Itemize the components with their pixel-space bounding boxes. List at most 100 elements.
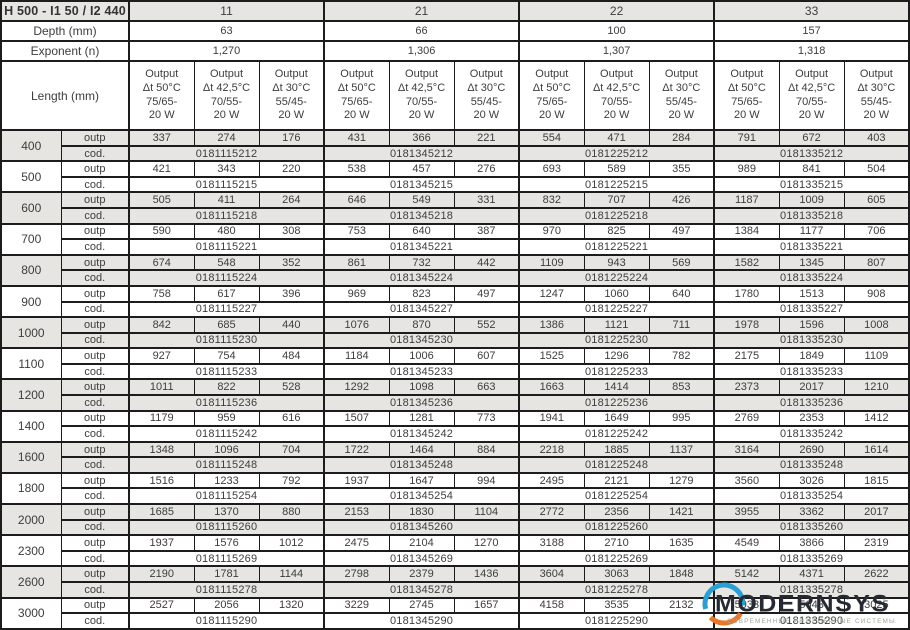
code-row: cod. 0181115248 0181345248 0181225248 018133…	[1, 456, 910, 474]
output-row: 2300 outp 1937 1576 1012 2475 2104 1270 3188 2710…	[0, 534, 910, 568]
code-value: 0181115236	[127, 394, 325, 412]
length-cell: 2600	[0, 565, 62, 599]
output-value: 1576	[193, 534, 260, 552]
output-value: 5043	[778, 596, 845, 615]
length-cell: 400	[0, 129, 62, 163]
output-value: 861	[323, 253, 390, 272]
output-value: 1009	[778, 191, 845, 210]
code-value: 0181345248	[323, 456, 520, 474]
output-value: 403	[843, 129, 910, 147]
output-value: 927	[128, 347, 195, 365]
output-value: 880	[258, 503, 325, 521]
output-value: 663	[453, 378, 520, 396]
output-value: 274	[193, 129, 260, 147]
output-row: 600 outp 505 411 264 646 549 331 832 707 426 1187 10…	[0, 191, 910, 225]
length-cell: 1800	[0, 471, 62, 506]
output-value: 549	[388, 191, 455, 210]
code-value: 0181335248	[713, 456, 910, 474]
code-value: 0181115260	[127, 518, 325, 537]
type-22-header: 22	[518, 0, 715, 23]
output-value: 1076	[323, 316, 390, 334]
code-row: cod. 0181115290 0181345290 0181225290 018133…	[1, 612, 910, 630]
depth-label: Depth (mm)	[0, 20, 130, 43]
model-title: H 500 - I1 50 / I2 440	[0, 0, 130, 23]
output-value: 1109	[518, 253, 585, 272]
output-column-header: Output Δt 50°C 75/65- 20 W	[518, 60, 585, 132]
output-value: 825	[583, 222, 650, 241]
code-value: 0181335212	[713, 144, 910, 163]
output-value: 497	[648, 222, 715, 241]
code-value: 0181335236	[713, 394, 910, 412]
row-label-outp: outp	[60, 409, 130, 428]
output-value: 646	[323, 191, 390, 210]
output-value: 1281	[388, 409, 455, 428]
depth-value: 157	[713, 20, 910, 43]
row-label-outp: outp	[60, 253, 130, 272]
output-row: 800 outp 674 548 352 861 732 442 1109 943 569 1582 1…	[0, 253, 910, 287]
row-label-cod: cod.	[60, 269, 130, 287]
code-row: cod. 0181115269 0181345269 0181225269 018133…	[1, 549, 910, 568]
exponent-label: Exponent (n)	[0, 40, 130, 63]
output-value: 2218	[518, 440, 585, 459]
row-label-outp: outp	[60, 440, 130, 459]
type-11-header: 11	[127, 0, 325, 23]
output-value: 421	[128, 160, 195, 178]
depth-row: Depth (mm) 63 66 100 157	[0, 20, 910, 43]
length-cell: 1400	[0, 409, 62, 443]
output-value: 1849	[778, 347, 845, 365]
code-value: 0181115290	[127, 612, 325, 630]
output-column-header: Output Δt 42,5°C 70/55- 20 W	[193, 60, 260, 132]
output-value: 1012	[258, 534, 325, 552]
output-value: 607	[453, 347, 520, 365]
row-label-cod: cod.	[60, 207, 130, 225]
code-value: 0181345218	[323, 207, 520, 225]
output-value: 1781	[193, 565, 260, 583]
code-value: 0181115233	[127, 362, 325, 381]
code-row: cod. 0181115233 0181345233 0181225233 018133…	[1, 362, 910, 381]
output-value: 706	[843, 222, 910, 241]
output-value: 1414	[583, 378, 650, 396]
output-value: 1722	[323, 440, 390, 459]
output-value: 220	[258, 160, 325, 178]
row-label-cod: cod.	[60, 456, 130, 474]
spec-table-head: H 500 - I1 50 / I2 440 11 21 22 33 Depth…	[0, 0, 910, 132]
code-value: 0181115278	[127, 580, 325, 599]
output-value: 1941	[518, 409, 585, 428]
length-cell: 2300	[0, 534, 62, 568]
output-value: 807	[843, 253, 910, 272]
length-cell: 1600	[0, 440, 62, 474]
output-value: 1233	[193, 471, 260, 490]
output-value: 1647	[388, 471, 455, 490]
exponent-value: 1,307	[518, 40, 715, 63]
spec-table-body: 400 outp 337 274 176 431 366 221 554 471 284 791 672…	[0, 129, 910, 630]
code-value: 0181345269	[323, 549, 520, 568]
output-value: 758	[128, 284, 195, 303]
code-value: 0181345224	[323, 269, 520, 287]
row-label-cod: cod.	[60, 175, 130, 194]
code-row: cod. 0181115224 0181345224 0181225224 018133…	[1, 269, 910, 287]
output-value: 1008	[843, 316, 910, 334]
row-label-outp: outp	[60, 378, 130, 396]
output-value: 1187	[713, 191, 780, 210]
output-value: 4158	[518, 596, 585, 615]
exponent-value: 1,270	[127, 40, 325, 63]
output-value: 943	[583, 253, 650, 272]
exponent-row: Exponent (n) 1,270 1,306 1,307 1,318	[0, 40, 910, 63]
output-value: 1247	[518, 284, 585, 303]
code-value: 0181335218	[713, 207, 910, 225]
output-value: 1649	[583, 409, 650, 428]
output-value: 2495	[518, 471, 585, 490]
output-value: 1292	[323, 378, 390, 396]
output-value: 5933	[713, 596, 780, 615]
output-value: 1657	[453, 596, 520, 615]
output-column-header: Output Δt 42,5°C 70/55- 20 W	[583, 60, 650, 132]
output-row: 1600 outp 1348 1096 704 1722 1464 884 2218 1885 11…	[0, 440, 910, 474]
code-value: 0181345230	[323, 331, 520, 350]
row-label-cod: cod.	[60, 238, 130, 256]
output-column-header: Output Δt 30°C 55/45- 20 W	[843, 60, 910, 132]
length-cell: 700	[0, 222, 62, 256]
output-value: 2798	[323, 565, 390, 583]
output-row: 1200 outp 1011 822 528 1292 1098 663 1663 1414 853…	[0, 378, 910, 412]
output-value: 1516	[128, 471, 195, 490]
output-row: 2000 outp 1685 1370 880 2153 1830 1104 2772 2356 1…	[0, 503, 910, 537]
